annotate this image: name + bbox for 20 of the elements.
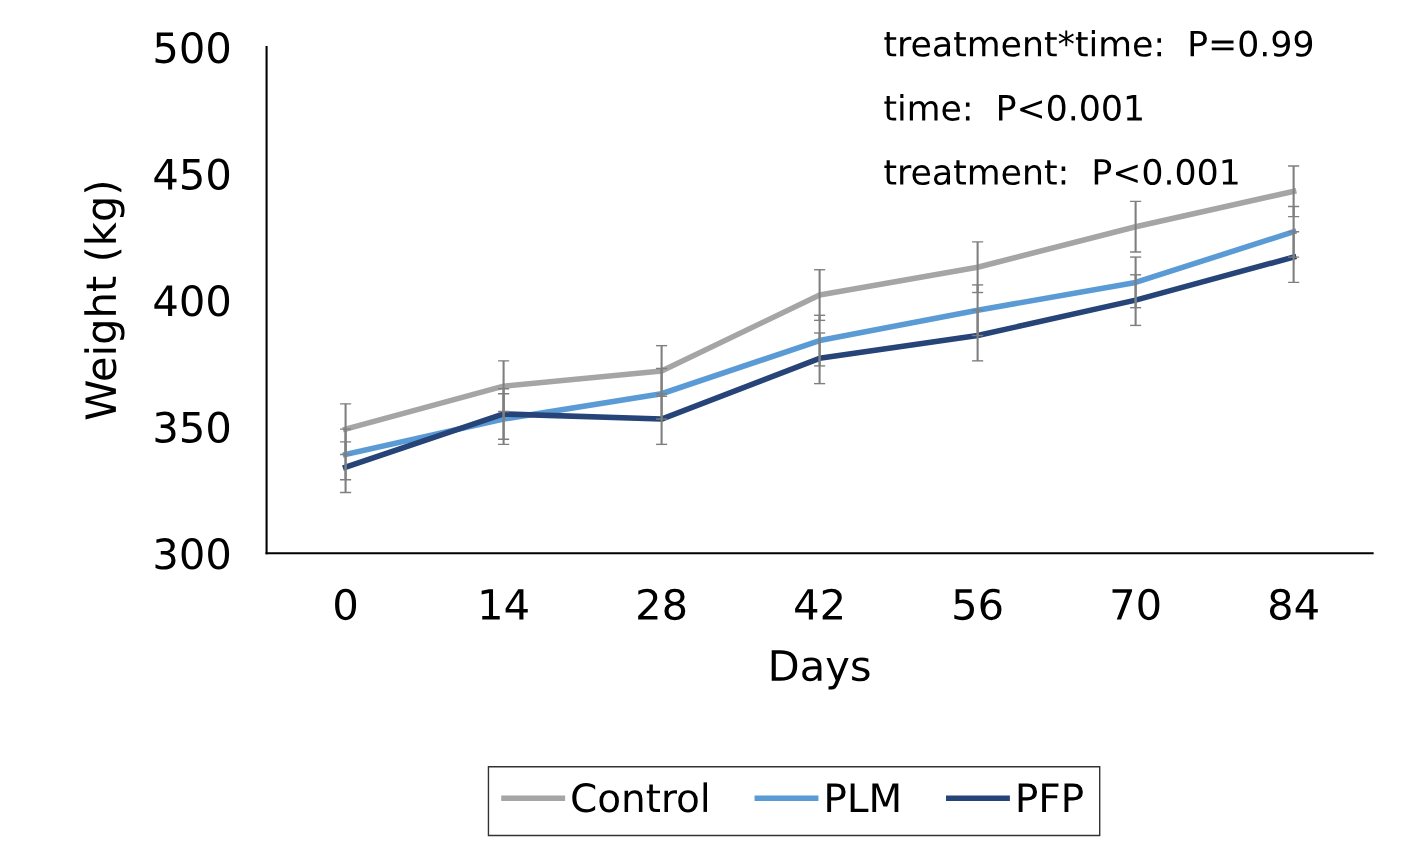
y-tick-label: 300 [155, 538, 230, 570]
x-tick-label: 42 [795, 588, 842, 620]
annotation: time: P<0.001 [884, 94, 1142, 121]
y-tick-label: 350 [155, 411, 230, 444]
x-tick-label: 0 [335, 588, 357, 621]
annotation: treatment: P<0.001 [884, 158, 1238, 186]
x-tick-label: 14 [481, 589, 528, 620]
x-tick-label: 84 [1269, 588, 1318, 621]
legend-label: PFP [1018, 783, 1083, 812]
annotation: treatment*time: P=0.99 [884, 29, 1313, 57]
legend-label: PLM [827, 783, 899, 812]
x-axis-title: Days [771, 650, 870, 690]
x-tick-label: 70 [1112, 588, 1160, 621]
y-tick-label: 500 [155, 31, 230, 64]
legend-label: Control [572, 782, 708, 813]
y-axis-title: Weight (kg) [84, 182, 125, 420]
y-tick-label: 450 [154, 158, 230, 190]
x-tick-label: 56 [954, 588, 1002, 621]
x-tick-label: 28 [638, 588, 686, 621]
y-tick-label: 400 [154, 285, 230, 317]
